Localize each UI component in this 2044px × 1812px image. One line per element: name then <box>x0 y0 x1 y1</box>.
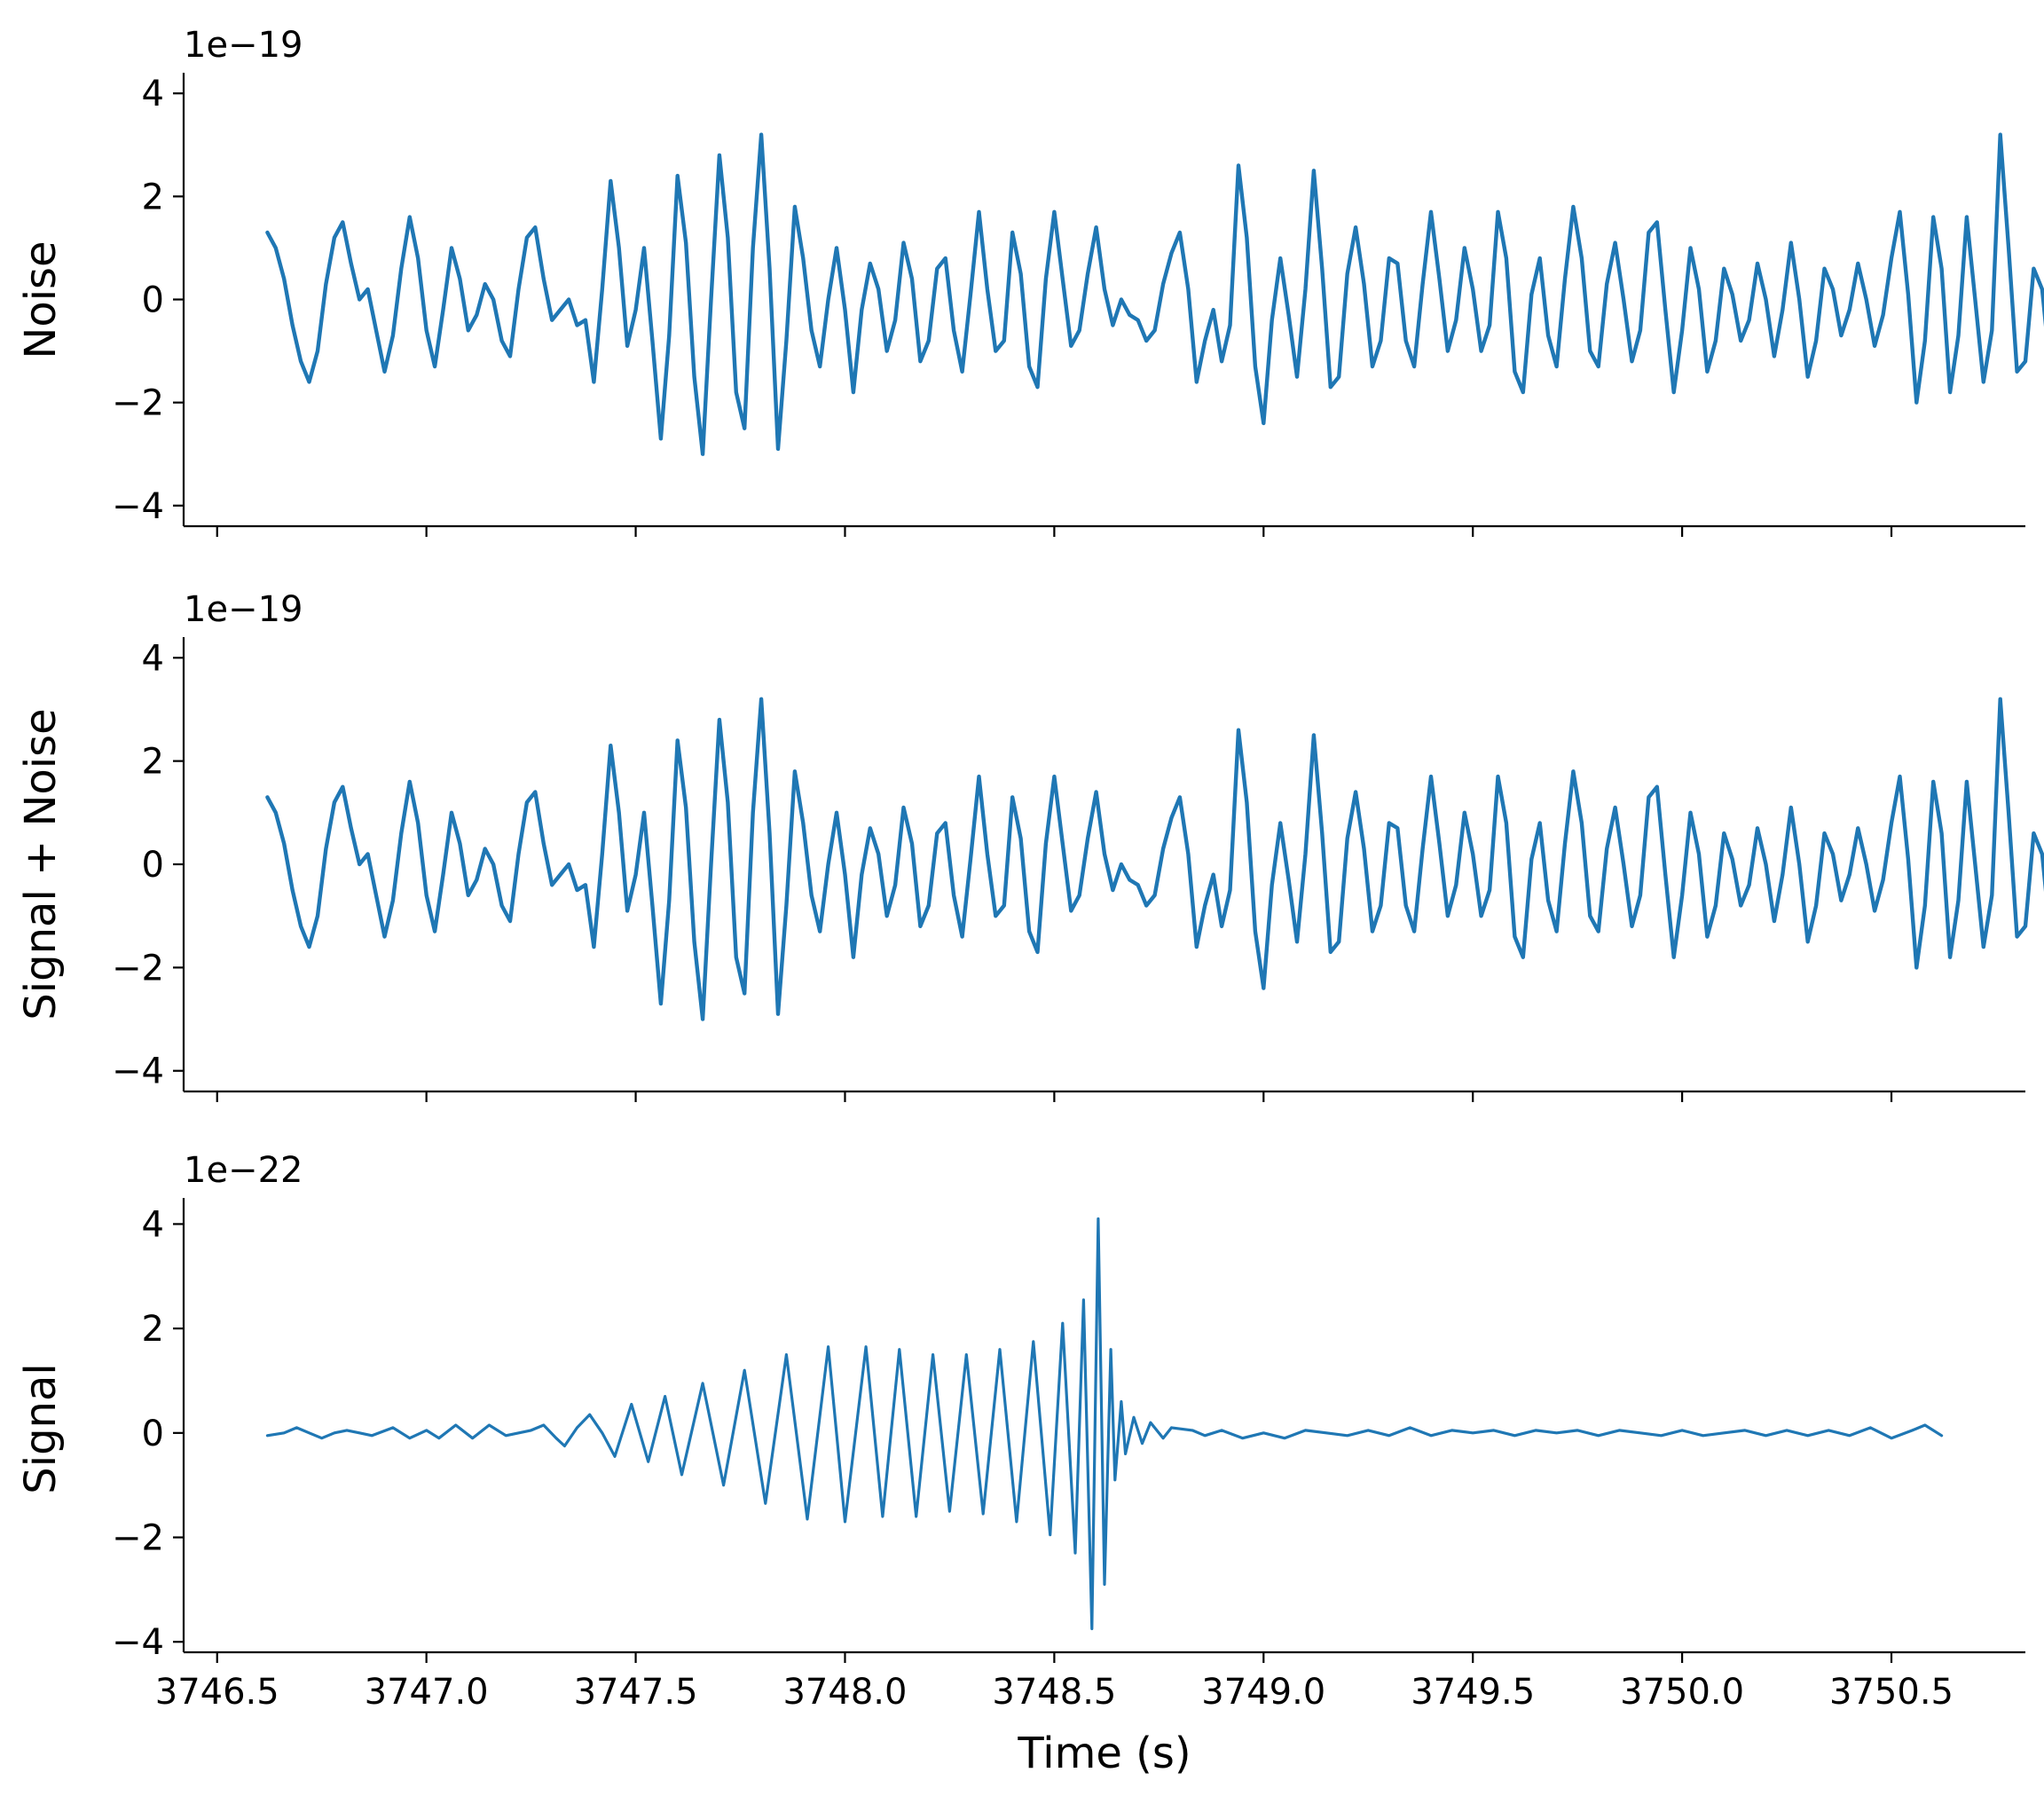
y-tick-label: 4 <box>142 638 164 679</box>
x-axis-label: Time (s) <box>1017 1729 1191 1778</box>
x-tick-label: 3748.0 <box>782 1672 907 1713</box>
panel-2: −4 −2 0 2 4 1e−19 Signal + Noise <box>16 589 2044 1102</box>
y-tick-label: 4 <box>142 74 164 114</box>
y-tick-label: −2 <box>112 948 164 989</box>
x-tick-label: 3749.0 <box>1201 1672 1325 1713</box>
series-line <box>265 1217 1944 1631</box>
y-tick-label: −2 <box>112 1518 164 1559</box>
y-tick-label: 2 <box>142 177 164 217</box>
y-tick-label: 0 <box>142 280 164 321</box>
x-tick-label: 3750.5 <box>1829 1672 1954 1713</box>
x-tick-label: 3750.0 <box>1620 1672 1744 1713</box>
x-tick-label: 3749.5 <box>1411 1672 1535 1713</box>
y-axis-label: Signal <box>16 1363 66 1493</box>
series-line <box>265 132 2044 456</box>
y-tick-label: −4 <box>112 1052 164 1092</box>
y-tick-label: 0 <box>142 1414 164 1454</box>
y-tick-label: 2 <box>142 742 164 783</box>
series-line <box>265 697 2044 1021</box>
x-tick-label: 3746.5 <box>155 1672 279 1713</box>
x-tick-label: 3747.0 <box>365 1672 489 1713</box>
y-tick-label: −2 <box>112 383 164 424</box>
panel-3: −4 −2 0 2 4 3746.5 3747.0 3747.5 3748.0 3748.5 374… <box>16 1150 2025 1778</box>
x-tick-label: 3747.5 <box>574 1672 698 1713</box>
y-axis-label: Noise <box>16 240 66 358</box>
panel-1: −4 −2 0 2 4 1e−19 Noise <box>16 25 2044 537</box>
y-axis-label: Signal + Noise <box>16 708 66 1020</box>
exponent-label: 1e−19 <box>184 589 303 630</box>
exponent-label: 1e−22 <box>184 1150 303 1191</box>
y-tick-label: 4 <box>142 1204 164 1245</box>
y-tick-label: 0 <box>142 845 164 886</box>
y-tick-label: −4 <box>112 486 164 527</box>
panels: −4 −2 0 2 4 1e−19 Noise −4 −2 0 2 4 1e−19 Signal + No… <box>16 25 2044 1778</box>
exponent-label: 1e−19 <box>184 25 303 66</box>
y-tick-label: −4 <box>112 1622 164 1663</box>
x-tick-label: 3748.5 <box>992 1672 1116 1713</box>
y-tick-label: 2 <box>142 1309 164 1350</box>
